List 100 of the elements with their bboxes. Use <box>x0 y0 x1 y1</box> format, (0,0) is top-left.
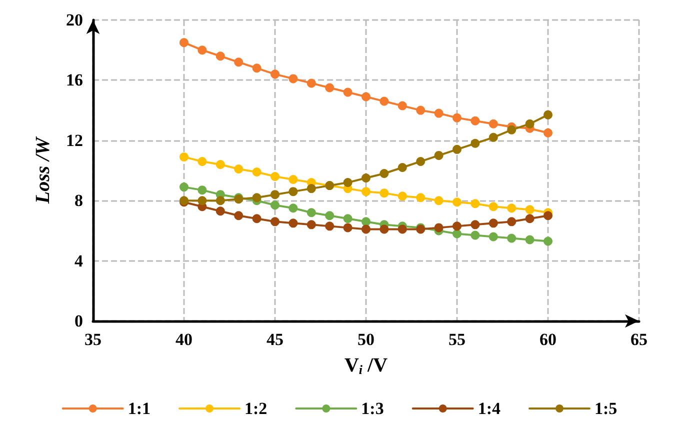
point <box>180 182 188 192</box>
y-tick-label: 4 <box>74 251 84 270</box>
x-tick-label: 65 <box>630 330 648 349</box>
legend-label: 1:2 <box>244 399 268 418</box>
point <box>452 198 462 207</box>
point <box>180 152 188 162</box>
point <box>488 218 498 228</box>
point <box>343 88 352 97</box>
point <box>216 206 225 216</box>
y-tick-label: 0 <box>74 312 83 330</box>
point <box>452 144 462 154</box>
point <box>362 217 370 226</box>
point <box>544 128 552 138</box>
point <box>252 193 262 202</box>
point <box>434 150 444 160</box>
point <box>380 188 389 198</box>
point <box>380 224 389 234</box>
point <box>325 83 334 92</box>
point <box>325 211 334 220</box>
point <box>488 232 498 242</box>
point <box>416 106 426 115</box>
point <box>288 204 298 213</box>
point <box>544 211 552 220</box>
point <box>525 119 534 128</box>
point <box>452 229 462 238</box>
x-axis-title: Vi /V <box>344 354 388 377</box>
legend-label: 1:3 <box>361 399 384 418</box>
point <box>470 199 480 208</box>
x-tick-label: 60 <box>540 330 556 349</box>
point <box>452 113 462 122</box>
point <box>288 218 298 228</box>
point <box>343 214 352 224</box>
point <box>252 168 262 176</box>
point <box>488 132 498 142</box>
point <box>306 78 316 88</box>
point <box>288 175 298 184</box>
point <box>325 222 334 231</box>
point <box>216 52 225 61</box>
point <box>398 162 407 172</box>
point <box>507 204 516 213</box>
point <box>198 196 207 206</box>
y-tick-label: 16 <box>66 70 83 90</box>
point <box>343 223 352 232</box>
y-tick-label: 12 <box>66 130 83 150</box>
point <box>434 196 444 206</box>
point <box>452 222 462 231</box>
point <box>270 190 280 200</box>
x-tick-label: 40 <box>176 330 192 349</box>
point <box>216 196 225 206</box>
point <box>270 172 280 182</box>
point <box>234 164 244 174</box>
point <box>198 186 207 195</box>
point <box>362 224 370 234</box>
point <box>270 200 280 210</box>
legend-label: 1:1 <box>128 399 151 418</box>
point <box>470 116 480 126</box>
legend-label: 1:4 <box>478 399 501 418</box>
point <box>198 46 207 55</box>
point <box>216 160 225 169</box>
point <box>198 156 207 166</box>
point <box>306 208 316 218</box>
point <box>362 174 370 183</box>
point <box>380 96 389 106</box>
point <box>398 101 407 110</box>
point <box>343 178 352 188</box>
point <box>507 217 516 226</box>
point <box>380 169 389 178</box>
point <box>306 184 316 194</box>
point <box>270 70 280 79</box>
point <box>306 220 316 230</box>
y-tick-label: 20 <box>66 10 83 30</box>
point <box>288 187 298 196</box>
point <box>252 64 262 73</box>
point <box>525 205 534 214</box>
point <box>234 58 244 67</box>
point <box>416 156 426 166</box>
point <box>270 217 280 226</box>
point <box>470 230 480 240</box>
point <box>434 223 444 232</box>
point <box>252 214 262 224</box>
point <box>544 110 552 120</box>
point <box>525 214 534 224</box>
x-tick-label: 35 <box>84 330 102 349</box>
point <box>398 192 407 201</box>
y-axis-title: Loss /W <box>32 136 54 205</box>
point <box>525 235 534 244</box>
point <box>180 38 188 48</box>
x-tick-label: 55 <box>448 330 466 349</box>
legend-label: 1:5 <box>594 399 618 418</box>
point <box>488 202 498 212</box>
x-tick-label: 45 <box>266 330 284 349</box>
point <box>362 92 370 102</box>
point <box>288 74 298 84</box>
point <box>362 187 370 196</box>
point <box>507 125 516 134</box>
point <box>416 193 426 202</box>
point <box>470 138 480 148</box>
point <box>434 108 444 118</box>
point <box>234 211 244 220</box>
point <box>507 234 516 243</box>
